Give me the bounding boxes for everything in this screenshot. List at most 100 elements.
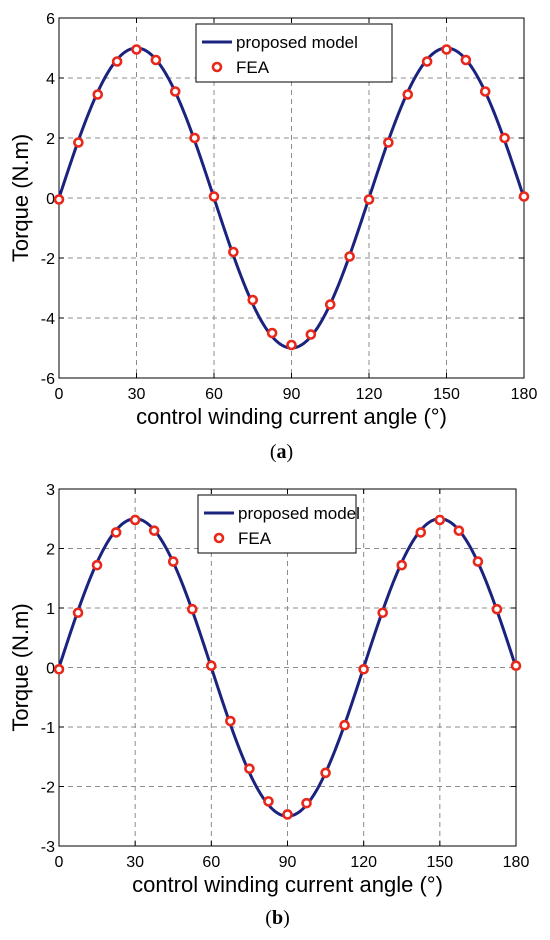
x-tick-label: 120: [350, 854, 377, 871]
fea-point: [244, 763, 255, 774]
x-axis-label: control winding current angle (°): [132, 872, 443, 897]
x-tick-label: 30: [128, 386, 146, 403]
y-tick-label: 3: [46, 482, 55, 499]
x-tick-label: 120: [356, 386, 383, 403]
fea-point: [129, 514, 141, 526]
x-tick-label: 90: [283, 386, 301, 403]
y-tick-label: -6: [41, 371, 55, 388]
y-tick-label: -1: [41, 720, 55, 737]
fea-point: [111, 56, 123, 67]
fea-point: [228, 246, 239, 258]
fea-point: [73, 137, 84, 148]
caption-open: (: [265, 907, 272, 929]
fea-point: [499, 132, 510, 144]
fea-point: [479, 86, 491, 97]
fea-point: [167, 556, 179, 567]
caption-close: ): [283, 907, 290, 929]
fea-point: [396, 559, 408, 571]
figure-caption: (b): [265, 907, 289, 929]
y-tick-label: 1: [46, 601, 55, 618]
fea-point: [282, 809, 293, 820]
legend-marker-swatch: [213, 532, 225, 544]
fea-point: [225, 715, 236, 727]
caption-letter: b: [272, 907, 283, 929]
fea-point: [247, 294, 259, 306]
x-tick-label: 0: [55, 386, 64, 403]
fea-point: [344, 251, 355, 262]
caption-letter: a: [277, 441, 287, 463]
fea-point: [363, 194, 375, 205]
fea-point: [169, 86, 181, 97]
fea-point: [305, 329, 317, 340]
fea-point: [208, 191, 220, 202]
x-tick-label: 150: [433, 386, 460, 403]
y-tick-label: -2: [41, 780, 55, 797]
legend: proposed model FEA: [197, 494, 360, 554]
legend-marker-swatch: [211, 61, 223, 73]
fea-point: [320, 767, 331, 779]
fea-point: [472, 556, 484, 567]
x-tick-label: 0: [55, 854, 64, 871]
fea-point: [150, 54, 162, 66]
x-tick-label: 30: [126, 854, 144, 871]
fea-point: [415, 527, 427, 538]
legend-label-proposed-model: proposed model: [238, 504, 360, 523]
y-tick-label: 0: [46, 191, 55, 208]
fea-point: [518, 191, 530, 202]
y-tick-label: -4: [41, 311, 55, 328]
fea-point: [131, 44, 142, 55]
fea-point: [377, 607, 389, 619]
x-tick-label: 180: [511, 386, 538, 403]
fea-point: [460, 54, 472, 66]
fea-point: [358, 663, 369, 675]
y-tick-label: -3: [41, 839, 55, 856]
fea-point: [53, 194, 65, 205]
fea-point: [441, 44, 452, 55]
fea-point: [72, 607, 84, 619]
fea-point: [186, 603, 198, 615]
y-axis-label: Torque (N.m): [8, 603, 33, 731]
fea-point: [286, 339, 297, 351]
fea-point: [91, 559, 103, 571]
y-tick-label: 6: [46, 11, 55, 28]
figure-caption: (a): [270, 441, 293, 463]
x-tick-label: 180: [503, 854, 530, 871]
fea-point: [324, 299, 336, 310]
caption-open: (: [270, 441, 277, 463]
fea-point: [301, 797, 312, 809]
fea-point: [510, 660, 522, 672]
x-tick-label: 90: [279, 854, 297, 871]
fea-point: [402, 89, 414, 100]
legend-label-fea: FEA: [236, 58, 270, 77]
fea-point: [92, 89, 104, 100]
fea-point: [383, 137, 394, 148]
legend-box: [195, 23, 393, 83]
fea-point: [434, 514, 446, 526]
legend-box: [197, 494, 357, 554]
y-tick-label: 2: [46, 131, 55, 148]
fea-point: [206, 660, 217, 672]
x-tick-label: 60: [205, 386, 223, 403]
fea-point: [110, 527, 122, 538]
y-tick-label: 4: [46, 71, 55, 88]
fea-point: [453, 525, 465, 536]
legend-label-proposed-model: proposed model: [236, 33, 358, 52]
legend-label-fea: FEA: [238, 529, 272, 548]
y-tick-label: 0: [46, 661, 55, 678]
y-tick-label: -2: [41, 251, 55, 268]
fea-point: [189, 132, 200, 144]
chart-b: 0 30 60 90 120 150 180 -3 -2 -1 0 1 2 3 control windin…: [8, 482, 529, 929]
chart-a: 0 30 60 90 120 150 180 -6 -4 -2 0 2 4 6 control windin…: [8, 11, 537, 463]
fea-point: [491, 603, 503, 615]
fea-point: [339, 719, 350, 731]
fea-point: [421, 56, 433, 67]
fea-point: [263, 796, 274, 807]
x-tick-label: 60: [202, 854, 220, 871]
legend: proposed model FEA: [195, 23, 393, 83]
x-axis-label: control winding current angle (°): [136, 404, 447, 429]
fea-point: [266, 327, 278, 339]
y-tick-label: 2: [46, 542, 55, 559]
fea-point: [53, 663, 65, 675]
fea-point: [148, 525, 160, 536]
